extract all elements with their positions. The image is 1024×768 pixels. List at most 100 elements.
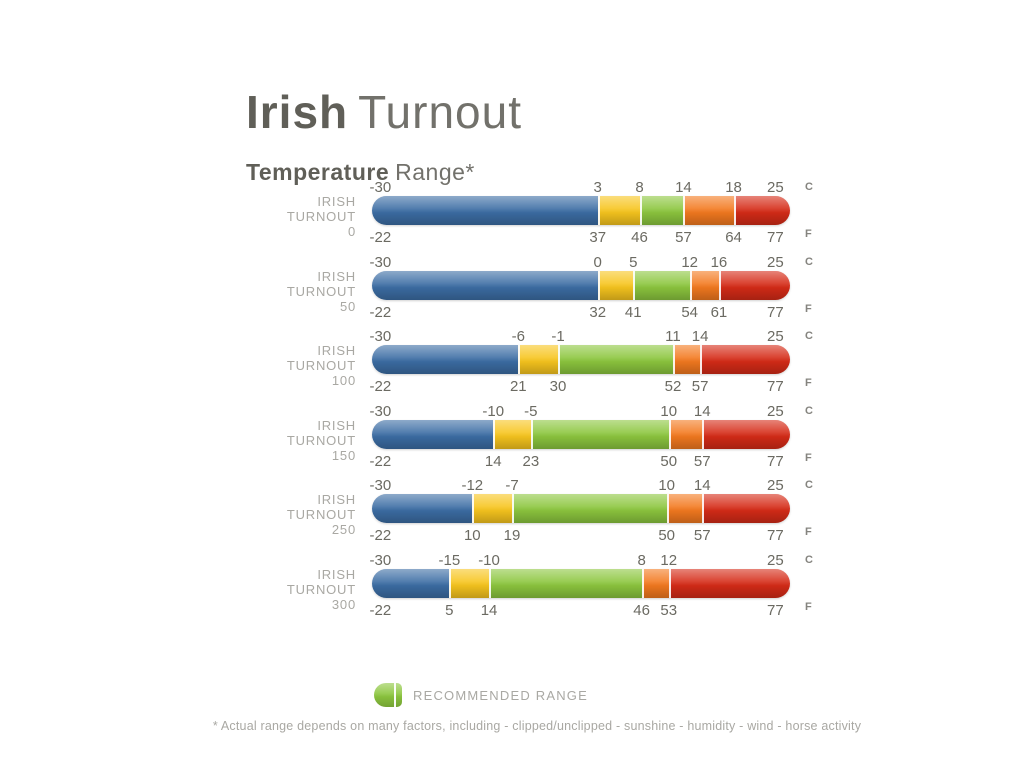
fahrenheit-unit-label: F bbox=[805, 526, 813, 538]
celsius-labels: -30 3 8 14 18 25 bbox=[370, 178, 790, 196]
celsius-unit-label: C bbox=[805, 181, 814, 193]
row-label-line: IRISH bbox=[317, 566, 356, 582]
temperature-bar bbox=[372, 568, 790, 598]
row-label: IRISH TURNOUT 50 bbox=[186, 269, 356, 314]
fahrenheit-labels: -22 37 46 57 64 77 bbox=[370, 225, 790, 246]
fahrenheit-value: 37 bbox=[589, 229, 607, 246]
celsius-labels: -30 0 5 12 16 25 bbox=[369, 253, 790, 271]
turnout-row: IRISH TURNOUT 0 -30 3 8 14 18 25 -22 37 46 57 64 77 C F bbox=[287, 178, 813, 246]
fahrenheit-value: 53 bbox=[660, 601, 678, 619]
fahrenheit-value: 64 bbox=[725, 229, 742, 246]
turnout-row: IRISH TURNOUT 300 -30 -15 -10 8 12 25 -22 5 14 46 53 7… bbox=[287, 551, 813, 619]
row-label-line: IRISH bbox=[317, 492, 356, 507]
bar-segment-blue bbox=[372, 345, 519, 374]
celsius-value: 0 bbox=[593, 253, 602, 271]
row-label-line: TURNOUT bbox=[286, 209, 356, 224]
chart-subtitle-bold: Temperature bbox=[246, 159, 390, 186]
bar-segment-red bbox=[702, 494, 790, 523]
bar-segment-yellow bbox=[597, 270, 634, 300]
turnout-row: IRISH TURNOUT 50 -30 0 5 12 16 25 -22 32 41 54 61 77 C F bbox=[287, 253, 813, 321]
fahrenheit-value: 23 bbox=[522, 452, 540, 470]
celsius-value: 25 bbox=[767, 402, 784, 420]
fahrenheit-value: 77 bbox=[767, 527, 784, 544]
celsius-value: -15 bbox=[438, 551, 461, 569]
celsius-value: 14 bbox=[691, 328, 709, 345]
bar-segment-blue bbox=[372, 270, 598, 300]
row-label-line: IRISH bbox=[317, 343, 356, 358]
bar-segment-green bbox=[489, 568, 642, 598]
fahrenheit-value: 21 bbox=[509, 378, 527, 395]
fahrenheit-value: 77 bbox=[767, 229, 784, 246]
row-label: IRISH TURNOUT 100 bbox=[186, 343, 356, 388]
bar-segment-blue bbox=[372, 494, 473, 523]
temperature-bar bbox=[372, 196, 790, 225]
turnout-row: IRISH TURNOUT 100 -30 -6 -1 11 14 25 -22 21 30 52 57 7… bbox=[287, 327, 813, 395]
row-label-line: 50 bbox=[339, 298, 356, 314]
fahrenheit-value: 77 bbox=[767, 452, 784, 470]
celsius-value: 10 bbox=[660, 402, 678, 420]
fahrenheit-unit-label: F bbox=[805, 451, 813, 464]
fahrenheit-value: -22 bbox=[369, 527, 392, 544]
row-label-line: IRISH bbox=[317, 268, 356, 284]
fahrenheit-value: 77 bbox=[767, 303, 784, 321]
celsius-unit-label: C bbox=[805, 553, 814, 566]
fahrenheit-labels: -22 5 14 46 53 77 bbox=[369, 598, 790, 619]
bar-segment-yellow bbox=[518, 345, 558, 374]
row-label-line: 0 bbox=[347, 224, 356, 239]
fahrenheit-labels: -22 14 23 50 57 77 bbox=[370, 449, 790, 470]
page-title-bold: Irish bbox=[246, 85, 349, 138]
turnout-row: IRISH TURNOUT 150 -30 -10 -5 10 14 25 -22 14 23 50 57… bbox=[287, 402, 813, 470]
row-label-line: TURNOUT bbox=[286, 358, 356, 373]
celsius-value: -30 bbox=[369, 328, 392, 345]
fahrenheit-unit-label: F bbox=[805, 600, 813, 613]
bar-segment-orange bbox=[672, 345, 701, 374]
celsius-value: 25 bbox=[767, 551, 784, 569]
celsius-unit-label: C bbox=[805, 404, 814, 417]
fahrenheit-value: 5 bbox=[445, 601, 454, 619]
row-label: IRISH TURNOUT 150 bbox=[186, 418, 356, 463]
celsius-labels: -30 -10 -5 10 14 25 bbox=[369, 402, 790, 420]
bar-segment-green bbox=[558, 345, 673, 374]
celsius-value: -6 bbox=[511, 328, 525, 345]
celsius-value: 14 bbox=[693, 402, 711, 420]
page-title-light: Turnout bbox=[358, 85, 522, 138]
fahrenheit-value: 50 bbox=[660, 452, 678, 470]
fahrenheit-value: 30 bbox=[549, 378, 567, 395]
fahrenheit-value: -22 bbox=[369, 601, 392, 619]
fahrenheit-value: -22 bbox=[369, 303, 392, 321]
fahrenheit-value: 57 bbox=[693, 452, 711, 470]
bar-segment-green bbox=[530, 419, 669, 449]
bar-segment-orange bbox=[683, 196, 734, 225]
celsius-value: -30 bbox=[369, 402, 392, 420]
fahrenheit-value: 50 bbox=[658, 527, 676, 544]
celsius-value: -12 bbox=[461, 477, 484, 494]
celsius-labels: -30 -15 -10 8 12 25 bbox=[370, 551, 790, 569]
celsius-value: 12 bbox=[660, 551, 678, 569]
celsius-unit-label: C bbox=[805, 330, 814, 342]
celsius-value: 5 bbox=[629, 253, 638, 271]
celsius-value: 16 bbox=[710, 253, 728, 271]
fahrenheit-value: -22 bbox=[369, 378, 392, 395]
row-label-line: TURNOUT bbox=[286, 283, 356, 299]
temperature-bar bbox=[372, 494, 790, 523]
bar-segment-yellow bbox=[472, 494, 513, 523]
temperature-rows-container: IRISH TURNOUT 0 -30 3 8 14 18 25 -22 37 46 57 64 77 C F I… bbox=[287, 178, 813, 625]
fahrenheit-value: 57 bbox=[693, 527, 711, 544]
bar-segment-blue bbox=[372, 568, 450, 598]
fahrenheit-labels: -22 21 30 52 57 77 bbox=[369, 374, 790, 395]
bar-segment-orange bbox=[668, 419, 703, 449]
turnout-row: IRISH TURNOUT 250 -30 -12 -7 10 14 25 -22 10 19 50 57… bbox=[287, 476, 813, 544]
bar-segment-yellow bbox=[597, 196, 640, 225]
celsius-value: 11 bbox=[665, 328, 681, 345]
fahrenheit-value: 41 bbox=[624, 303, 642, 321]
celsius-value: -30 bbox=[369, 253, 392, 271]
fahrenheit-unit-label: F bbox=[805, 302, 813, 315]
bar-segment-blue bbox=[372, 419, 494, 449]
celsius-value: 25 bbox=[767, 477, 784, 494]
fahrenheit-value: 77 bbox=[767, 601, 784, 619]
chart-subtitle: Temperature Range* bbox=[246, 159, 475, 186]
celsius-value: -10 bbox=[478, 551, 500, 569]
celsius-value: -30 bbox=[369, 477, 392, 494]
bar-segment-green bbox=[512, 494, 667, 523]
